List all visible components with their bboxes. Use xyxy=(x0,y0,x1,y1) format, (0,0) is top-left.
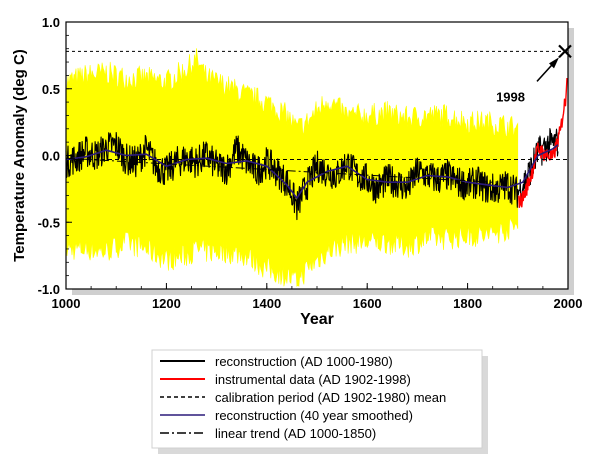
y-tick-label: 0.0 xyxy=(42,149,60,164)
annotation-1998-label: 1998 xyxy=(496,89,525,104)
x-marker-1998-stroke xyxy=(558,44,572,59)
linear-trend-line xyxy=(65,157,493,183)
instrumental-line xyxy=(518,77,568,209)
x-tick-label: 1600 xyxy=(353,296,382,311)
plot-shadow-right xyxy=(568,28,574,295)
x-tick-label: 2000 xyxy=(554,296,583,311)
y-tick-label: -0.5 xyxy=(38,215,60,230)
x-tick-label: 1200 xyxy=(152,296,181,311)
y-tick-label: 1.0 xyxy=(42,15,60,30)
smoothed-reconstruction-line xyxy=(65,144,559,199)
legend-label: reconstruction (40 year smoothed) xyxy=(215,408,413,423)
x-tick-label: 1400 xyxy=(252,296,281,311)
legend-box xyxy=(151,349,483,449)
legend-label: instrumental data (AD 1902-1998) xyxy=(215,372,411,387)
x-axis-label: Year xyxy=(300,311,334,328)
y-tick-label: 0.5 xyxy=(42,82,60,97)
uncertainty-band xyxy=(65,48,519,288)
x-tick-label: 1800 xyxy=(453,296,482,311)
legend-label: linear trend (AD 1000-1850) xyxy=(215,426,376,441)
legend-label: calibration period (AD 1902-1980) mean xyxy=(215,390,446,405)
annotation-arrowhead xyxy=(548,57,559,69)
y-axis-label: Temperature Anomaly (deg C) xyxy=(11,49,28,262)
y-tick-label: -1.0 xyxy=(38,282,60,297)
reconstruction-line xyxy=(65,128,559,221)
plot-shadow-bottom xyxy=(72,289,574,295)
legend-label: reconstruction (AD 1000-1980) xyxy=(215,354,393,369)
x-tick-label: 1000 xyxy=(52,296,81,311)
